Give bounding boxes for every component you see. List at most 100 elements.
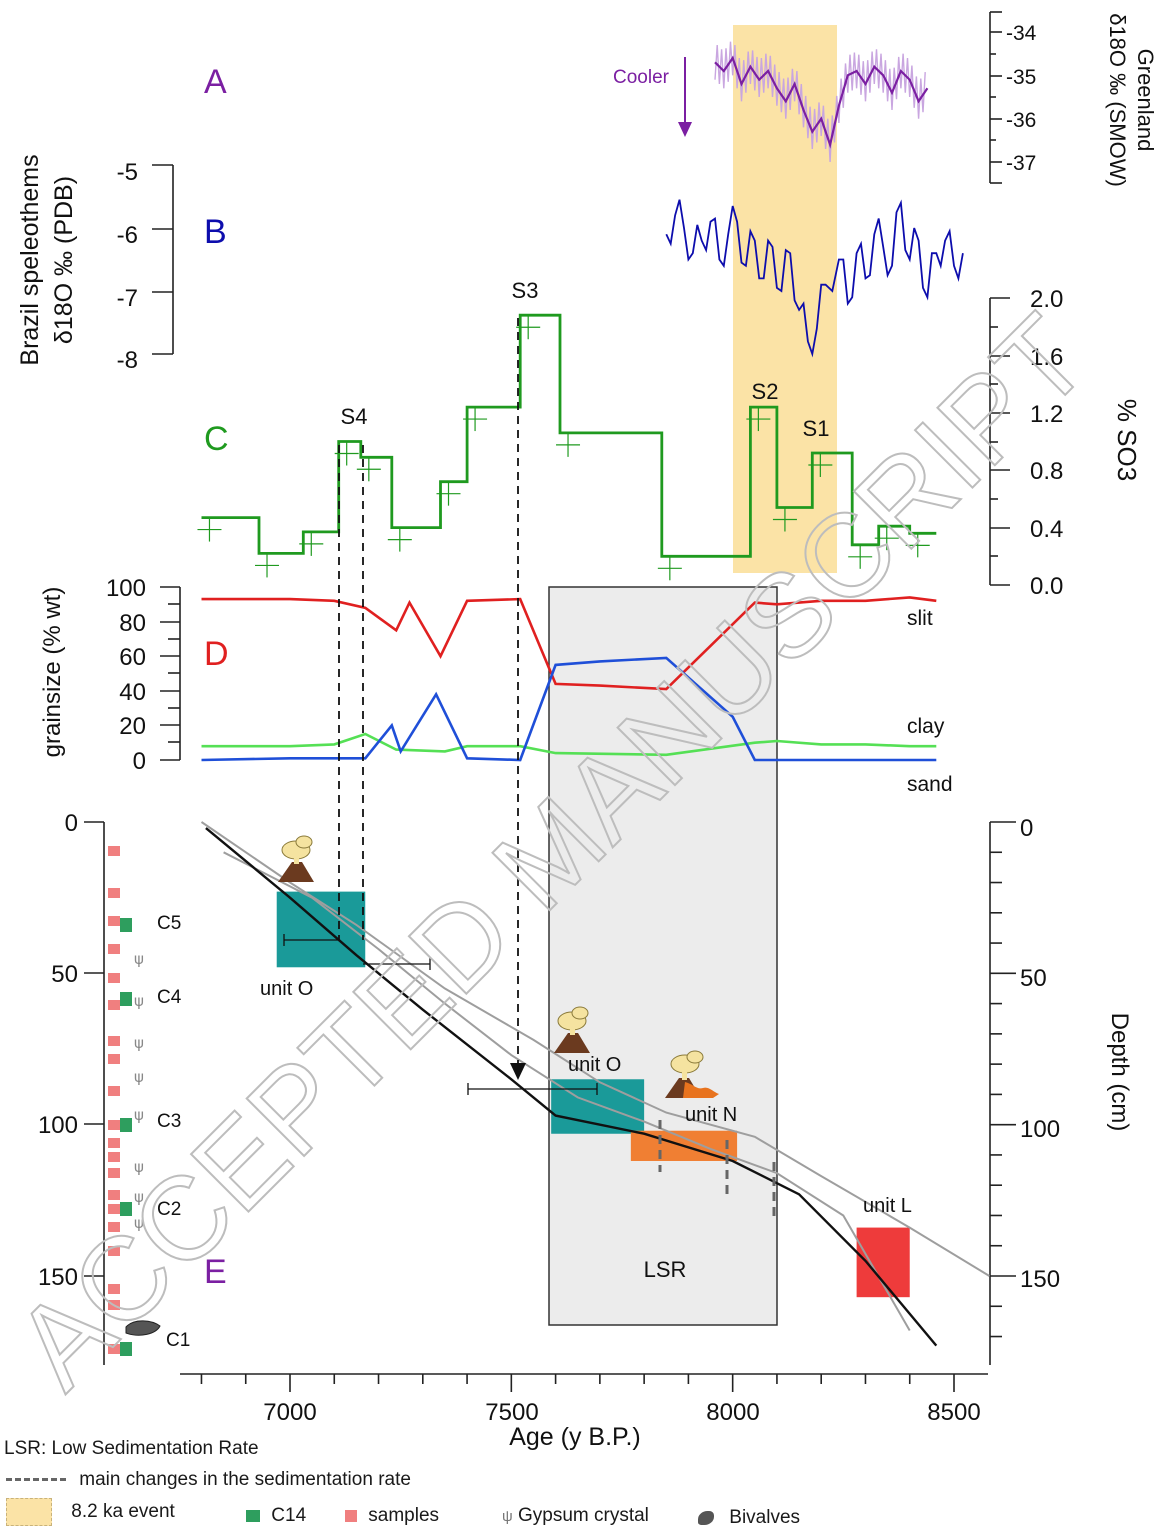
panel-label-d: D [204, 635, 229, 673]
panel-d-ylabel: grainsize (% wt) [39, 587, 66, 758]
sample-marker [108, 888, 120, 898]
unit-label-l: unit L [863, 1195, 912, 1217]
sample-marker [108, 1054, 120, 1064]
legend-dashed-label: main changes in the sedimentation rate [79, 1469, 411, 1490]
panel-e-left-tick-labels: 0 50 100 150 [38, 810, 78, 1291]
panel-b-tick-labels: -5 -6 -7 -8 [117, 159, 138, 374]
sample-marker [108, 1168, 120, 1178]
sample-marker [108, 1204, 120, 1214]
panel-a-tick-labels: -34 -35 -36 -37 [1006, 22, 1037, 175]
panel-e-left-axis [84, 821, 105, 1365]
panel-c-tick-label: 0.4 [1030, 516, 1063, 543]
sample-label-c5: C5 [157, 913, 181, 934]
panel-b-tick-label: -7 [117, 285, 138, 312]
unit-box [856, 1227, 910, 1298]
legend-dashed: main changes in the sedimentation rate [6, 1469, 411, 1491]
panel-c-tick-label: 2.0 [1030, 286, 1063, 313]
sample-label-c2: C2 [157, 1199, 181, 1220]
panel-b-tick-label: -5 [117, 159, 138, 186]
sample-marker [108, 944, 120, 954]
panel-e-ylabel: Depth (cm) [1106, 1013, 1133, 1132]
x-tick-labels: 7000 7500 8000 8500 [263, 1399, 980, 1426]
sample-marker [108, 1000, 120, 1010]
panel-b-line [665, 199, 964, 358]
panel-e-left-tick-label: 100 [38, 1112, 78, 1139]
panel-label-c: C [204, 420, 229, 458]
panel-b-ylabel-1: Brazil speleothems [16, 154, 44, 365]
panel-d-tick-label: 100 [106, 575, 146, 602]
panel-a-tick-label: -35 [1006, 66, 1036, 89]
s-labels: S4 S3 S2 S1 [341, 278, 830, 441]
panel-e-right-tick-labels: 0 50 100 150 [1020, 815, 1060, 1293]
erupting-volcano-icon [665, 1050, 719, 1098]
sample-marker [108, 1190, 120, 1200]
gypsum-crystal-icon: ψ [134, 1214, 144, 1232]
panel-e-right-tick-label: 0 [1020, 815, 1033, 842]
x-tick-label: 8000 [706, 1399, 759, 1426]
legend-c14: C14 [246, 1505, 306, 1527]
gypsum-crystal-icon: ψ [134, 1068, 144, 1086]
point-label-s4: S4 [341, 404, 368, 429]
legend-lsr: LSR: Low Sedimentation Rate [4, 1438, 259, 1459]
panel-label-e: E [204, 1253, 227, 1291]
panel-e-left-tick-label: 0 [65, 810, 78, 837]
panel-b-ylabel-2: δ18O ‰ (PDB) [50, 176, 78, 344]
gypsum-crystal-icon: ψ [134, 992, 144, 1010]
panel-d-series-labels: slit clay sand [907, 607, 953, 796]
down-arrowhead [510, 1063, 526, 1080]
panel-c-plot [197, 313, 937, 581]
panel-label-a: A [204, 63, 227, 101]
panel-c-tick-label: 1.2 [1030, 401, 1063, 428]
gypsum-crystal-icon: ψ [134, 1188, 144, 1206]
legend-bivalves-label: Bivalves [729, 1507, 801, 1528]
x-axis [180, 1373, 988, 1392]
panel-d-tick-label: 60 [119, 644, 146, 671]
c14-marker [120, 992, 132, 1006]
volcano-icon [554, 1006, 590, 1053]
gypsum-icon: ψ [502, 1508, 513, 1525]
panel-c-tick-label: 1.6 [1030, 344, 1063, 371]
series-label-sand: sand [907, 773, 953, 796]
unit-box [551, 1079, 645, 1134]
bivalve-icon [698, 1510, 714, 1525]
panel-c-axis [989, 297, 1010, 586]
gypsum-crystal-icon: ψ [134, 1034, 144, 1052]
series-label-slit: slit [907, 607, 933, 630]
panel-e-plot [200, 821, 990, 1347]
sample-marker [108, 1086, 120, 1096]
cooler-arrowhead [678, 122, 692, 137]
sample-label-c4: C4 [157, 987, 182, 1008]
panel-d-series-slit [201, 596, 937, 691]
x-axis-label: Age (y B.P.) [509, 1423, 641, 1451]
panel-c-step-line [201, 313, 937, 558]
c14-marker [120, 1202, 132, 1216]
panel-c-tick-labels: 0.0 0.4 0.8 1.2 1.6 2.0 [1030, 286, 1063, 600]
sample-marker [108, 1036, 120, 1046]
sample-marker [108, 1120, 120, 1130]
point-label-s1: S1 [803, 416, 830, 441]
lsr-box [548, 586, 778, 1326]
series-label-clay: clay [907, 715, 945, 738]
lsr-label: LSR [644, 1257, 687, 1282]
x-tick-label: 7000 [263, 1399, 316, 1426]
point-label-s3: S3 [512, 278, 539, 303]
panel-a-plot [714, 41, 929, 163]
sed-rate-change-lines [658, 1120, 776, 1218]
unit-label-o-lower: unit O [568, 1054, 621, 1076]
panel-d-tick-label: 20 [119, 713, 146, 740]
sample-marker [108, 1284, 120, 1294]
x-tick-label: 8500 [927, 1399, 980, 1426]
panel-e-right-axis [989, 821, 1016, 1365]
legend-samples: samples [345, 1505, 439, 1527]
panel-d-plot [201, 596, 937, 762]
panel-a-tick-label: -34 [1006, 22, 1037, 45]
panel-a-axis [989, 11, 1002, 184]
event-swatch [6, 1498, 52, 1526]
legend-bivalves: Bivalves [698, 1507, 800, 1529]
gypsum-crystal-icon: ψ [134, 950, 144, 968]
gypsum-crystal-icon: ψ [134, 1106, 144, 1124]
c14-marker [120, 1342, 132, 1356]
c14-marker [120, 1118, 132, 1132]
